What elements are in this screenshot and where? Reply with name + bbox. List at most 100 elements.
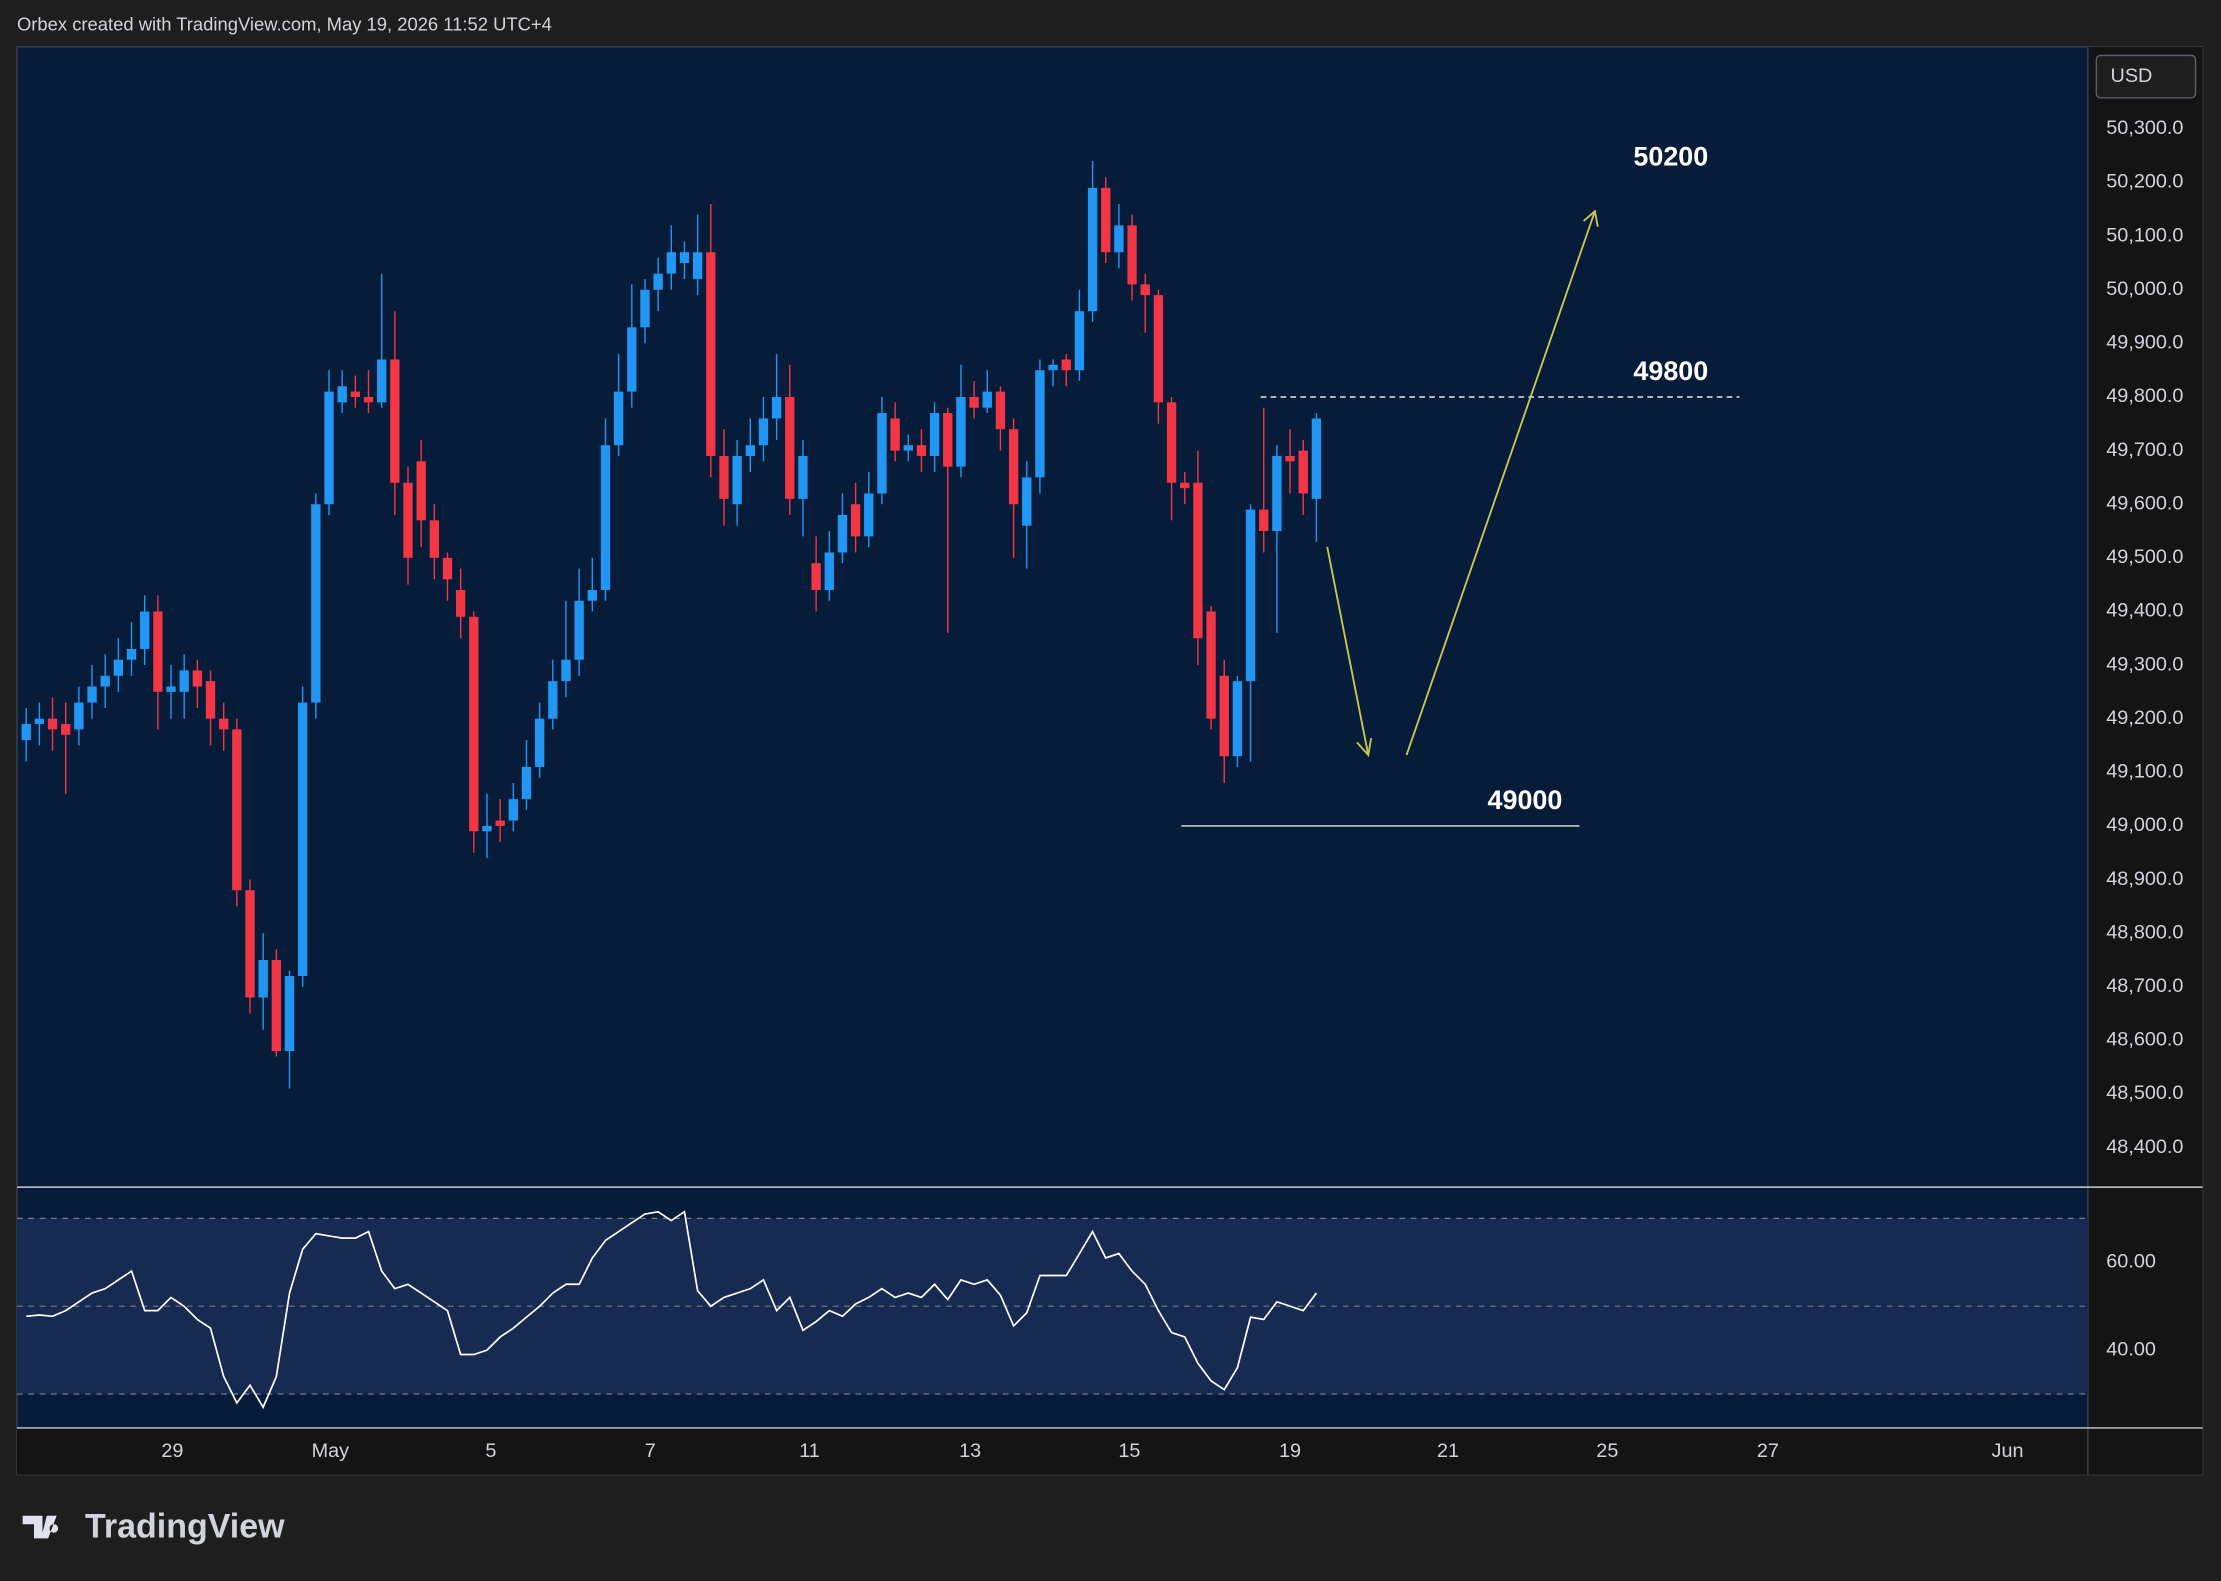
candle-body xyxy=(916,445,927,456)
candle-body xyxy=(1206,611,1216,719)
y-tick-label: 49,400.0 xyxy=(2106,600,2183,622)
candle-body xyxy=(1180,482,1190,489)
candle-body xyxy=(390,359,400,483)
candle-body xyxy=(692,252,703,280)
candle-body xyxy=(864,493,874,537)
level-label: 49000 xyxy=(1488,785,1563,815)
candle-body xyxy=(232,729,242,891)
candle-body xyxy=(613,391,624,446)
candle-body xyxy=(995,391,1006,430)
candle-body xyxy=(1061,359,1071,371)
candle-body xyxy=(534,718,545,767)
candle-body xyxy=(179,670,189,692)
candle-body xyxy=(258,959,268,998)
x-tick-label: 7 xyxy=(645,1440,656,1462)
candle-body xyxy=(87,686,97,703)
candle-body xyxy=(376,359,387,403)
y-tick-label: 49,500.0 xyxy=(2106,546,2183,568)
time-axis-area xyxy=(16,1427,2088,1475)
candle-body xyxy=(1101,187,1111,253)
candle-body xyxy=(205,681,216,719)
candle-body xyxy=(403,482,413,558)
candle-body xyxy=(956,396,966,467)
x-tick-label: 21 xyxy=(1437,1440,1459,1462)
x-tick-label: 13 xyxy=(959,1440,981,1462)
y-tick-label: 48,700.0 xyxy=(2106,975,2183,997)
candle-body xyxy=(732,455,742,505)
candle-body xyxy=(798,455,808,499)
candle-body xyxy=(126,648,137,660)
candle-body xyxy=(719,455,729,499)
candle-body xyxy=(640,289,650,328)
logo: TradingView xyxy=(22,1507,285,1545)
candle-body xyxy=(495,820,505,826)
candle-body xyxy=(1311,418,1322,499)
y-tick-label: 49,800.0 xyxy=(2106,385,2183,407)
candle-body xyxy=(284,976,295,1052)
candle-body xyxy=(1153,295,1164,403)
y-tick-label: 49,000.0 xyxy=(2106,814,2183,836)
candle-body xyxy=(1127,225,1137,285)
candle-body xyxy=(442,557,453,580)
candle-body xyxy=(508,799,518,821)
candle-body xyxy=(416,461,426,521)
candle-body xyxy=(245,890,255,998)
candle-body xyxy=(943,413,953,467)
candle-body xyxy=(363,396,374,403)
candle-body xyxy=(1048,364,1058,371)
candle-body xyxy=(47,718,58,730)
candle-body xyxy=(1114,225,1124,253)
candle-body xyxy=(877,413,887,494)
candle-body xyxy=(61,724,71,735)
candle-body xyxy=(219,718,229,730)
header-text: Orbex created with TradingView.com, May … xyxy=(17,13,552,34)
candle-body xyxy=(706,252,716,456)
candle-body xyxy=(469,616,479,832)
candle-body xyxy=(1193,482,1203,639)
currency-box[interactable] xyxy=(2095,54,2197,99)
rsi-tick-label: 60.00 xyxy=(2106,1251,2156,1273)
x-tick-label: 27 xyxy=(1757,1440,1779,1462)
level-label: 50200 xyxy=(1633,142,1708,172)
x-tick-label: 19 xyxy=(1279,1440,1301,1462)
price-axis-area xyxy=(2087,46,2203,1475)
candle-body xyxy=(192,670,203,687)
candle-body xyxy=(1087,187,1098,312)
candle-body xyxy=(1245,509,1256,682)
y-tick-label: 50,300.0 xyxy=(2106,117,2183,139)
x-tick-label: 15 xyxy=(1118,1440,1140,1462)
x-tick-label: 5 xyxy=(485,1440,496,1462)
candle-body xyxy=(824,552,834,591)
x-tick-label: 11 xyxy=(799,1440,820,1462)
candle-body xyxy=(1008,429,1019,505)
candle-body xyxy=(929,413,940,456)
y-tick-label: 48,900.0 xyxy=(2106,868,2183,890)
candle-body xyxy=(653,273,663,290)
candle-body xyxy=(587,590,597,601)
y-tick-label: 50,100.0 xyxy=(2106,224,2183,246)
candle-body xyxy=(903,445,913,451)
candle-body xyxy=(298,702,308,977)
y-tick-label: 48,400.0 xyxy=(2106,1136,2183,1158)
y-tick-label: 48,500.0 xyxy=(2106,1082,2183,1104)
candle-body xyxy=(113,659,124,676)
candle-body xyxy=(1035,370,1045,478)
up-arrow xyxy=(1405,210,1596,756)
arrow-head xyxy=(1356,737,1373,758)
candle-body xyxy=(1219,675,1229,757)
candle-body xyxy=(785,396,795,499)
y-tick-label: 49,700.0 xyxy=(2106,439,2183,461)
y-tick-label: 49,300.0 xyxy=(2106,653,2183,675)
candle-body xyxy=(455,590,466,617)
candle-body xyxy=(1022,477,1032,526)
candle-body xyxy=(350,391,361,397)
rsi-line xyxy=(26,1210,1318,1410)
candle-body xyxy=(850,504,861,537)
candle-body xyxy=(153,611,163,692)
candle-body xyxy=(982,391,992,408)
candle-body xyxy=(561,659,571,682)
candle-body xyxy=(429,520,440,558)
x-tick-label: Jun xyxy=(1992,1440,2024,1462)
y-tick-label: 49,900.0 xyxy=(2106,332,2183,354)
